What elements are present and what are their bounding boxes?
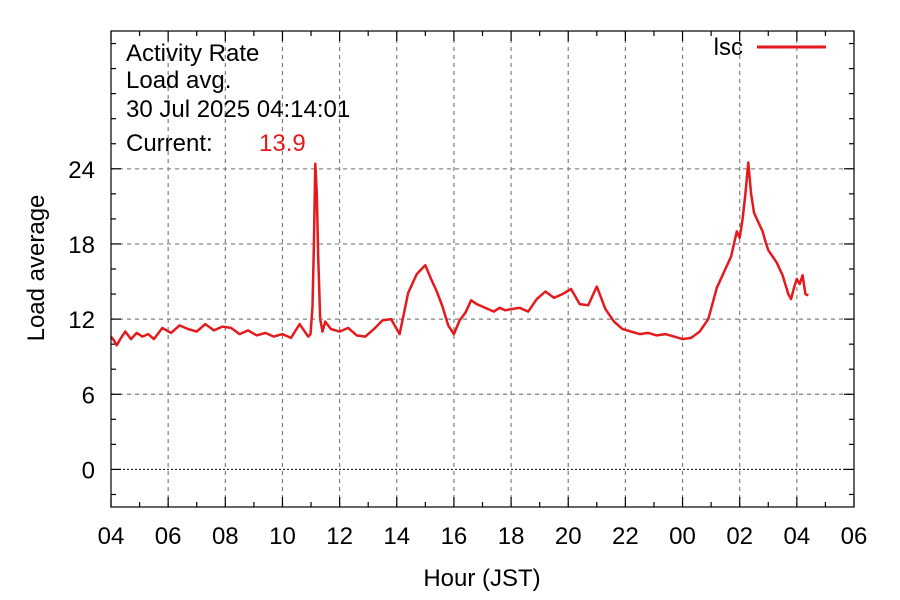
chart-title-line-2: Load avg. (126, 67, 231, 94)
y-tick-label: 6 (82, 382, 95, 409)
y-tick-label: 18 (68, 232, 95, 259)
plot-frame (110, 30, 855, 508)
x-tick-label: 06 (841, 523, 868, 550)
x-tick-label: 16 (441, 523, 468, 550)
series-layer (110, 161, 809, 347)
x-tick-labels: 04 06 08 10 12 14 16 18 20 22 00 02 04 06 (98, 523, 868, 550)
x-tick-label: 04 (98, 523, 125, 550)
y-tick-labels: 0 6 12 18 24 (68, 157, 95, 485)
x-axis-title: Hour (JST) (423, 565, 540, 592)
x-tick-label: 06 (155, 523, 182, 550)
y-axis-title: Load average (23, 195, 50, 342)
x-tick-label: 08 (212, 523, 239, 550)
y-tick-label: 24 (68, 157, 95, 184)
x-tick-label: 22 (612, 523, 639, 550)
legend: lsc (714, 34, 826, 61)
x-tick-label: 20 (555, 523, 582, 550)
y-tick-label: 0 (82, 457, 95, 484)
chart-title-line-1: Activity Rate (126, 40, 259, 67)
x-tick-label: 18 (498, 523, 525, 550)
x-tick-label: 00 (669, 523, 696, 550)
x-tick-label: 04 (783, 523, 810, 550)
x-tick-label: 02 (726, 523, 753, 550)
current-value: 13.9 (259, 130, 306, 157)
y-tick-label: 12 (68, 307, 95, 334)
x-tick-label: 12 (326, 523, 353, 550)
current-label: Current: (126, 130, 213, 157)
legend-label: lsc (714, 34, 743, 61)
series-line-lsc (110, 161, 809, 347)
x-tick-label: 14 (383, 523, 410, 550)
x-tick-label: 10 (269, 523, 296, 550)
chart-title-line-3: 30 Jul 2025 04:14:01 (126, 96, 350, 123)
grid (111, 31, 854, 507)
